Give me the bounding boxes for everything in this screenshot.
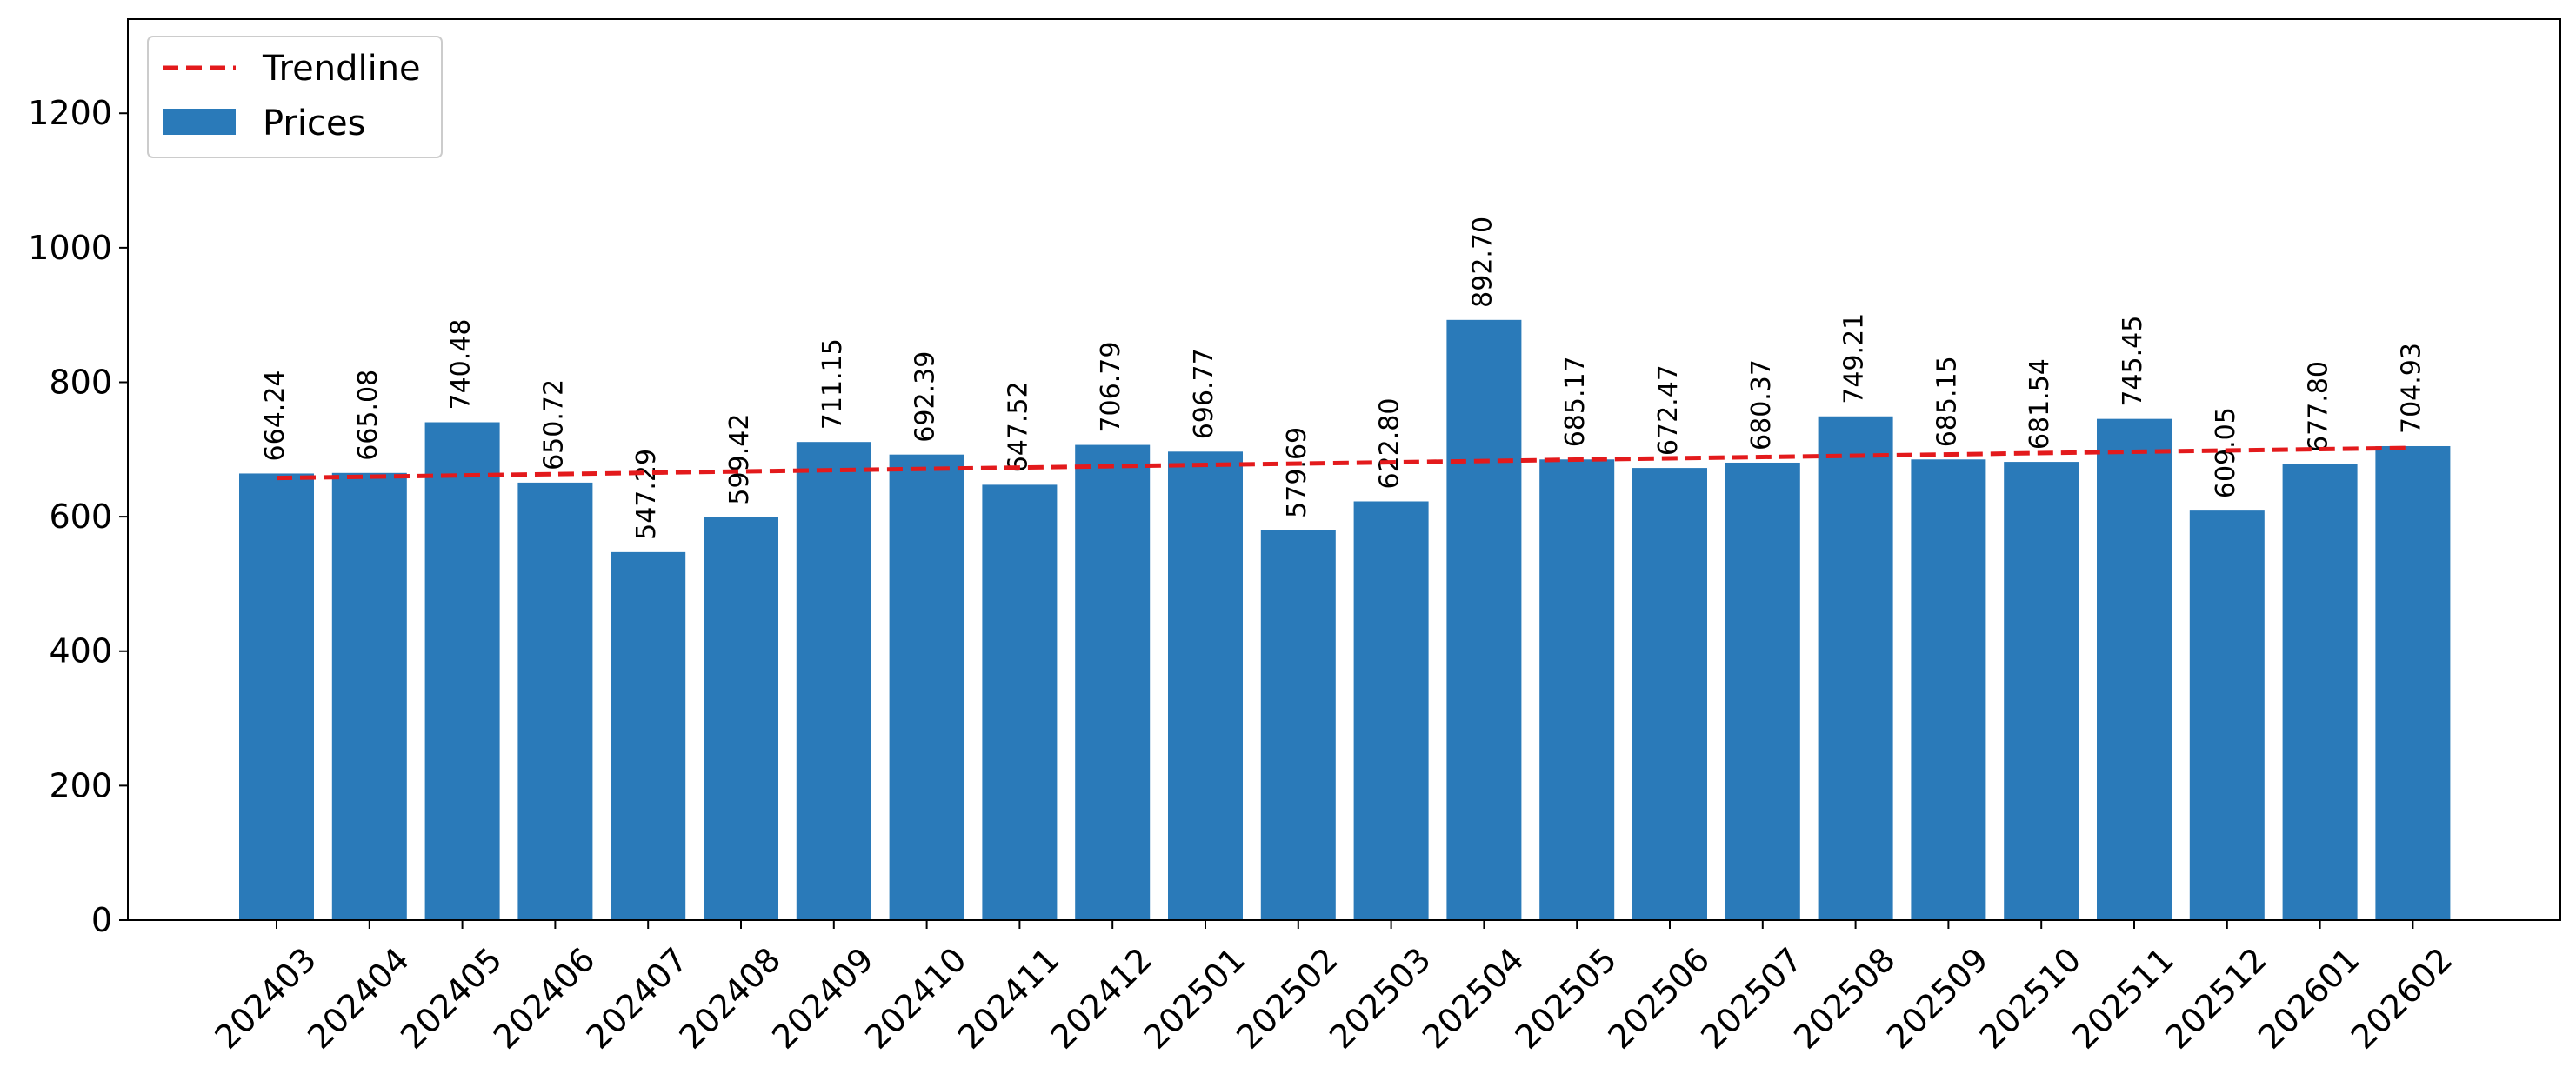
bar bbox=[2097, 418, 2172, 921]
y-tick-label: 600 bbox=[49, 497, 112, 536]
data-label: 579.69 bbox=[1282, 427, 1312, 518]
bar bbox=[982, 484, 1058, 920]
bar bbox=[1353, 501, 1429, 920]
x-tick-label: 202511 bbox=[2065, 940, 2181, 1057]
data-label: 672.47 bbox=[1653, 364, 1684, 456]
data-label: 647.52 bbox=[1003, 381, 1033, 472]
legend-prices-swatch bbox=[163, 109, 236, 135]
bar bbox=[2189, 510, 2265, 920]
bar bbox=[889, 454, 964, 920]
data-label: 692.39 bbox=[911, 351, 941, 443]
data-label: 706.79 bbox=[1096, 342, 1126, 433]
x-tick-label: 202602 bbox=[2344, 940, 2460, 1057]
bar bbox=[1725, 462, 1800, 920]
data-label: 892.70 bbox=[1467, 217, 1498, 308]
data-label: 665.08 bbox=[353, 370, 384, 461]
bar bbox=[2375, 445, 2451, 920]
bar bbox=[517, 482, 593, 920]
y-tick-label: 200 bbox=[49, 766, 112, 804]
x-tick-label: 202405 bbox=[393, 940, 510, 1057]
bar bbox=[704, 517, 778, 920]
data-label: 599.42 bbox=[724, 414, 755, 505]
data-label: 696.77 bbox=[1189, 348, 1219, 439]
y-tick-label: 0 bbox=[91, 901, 112, 939]
x-tick-label: 202504 bbox=[1415, 940, 1532, 1057]
plot-frame bbox=[127, 18, 2561, 921]
data-label: 681.54 bbox=[2025, 358, 2055, 450]
data-label: 680.37 bbox=[1746, 359, 1777, 450]
bar bbox=[1075, 444, 1151, 920]
bar bbox=[2004, 462, 2079, 920]
legend-trendline-label: Trendline bbox=[262, 49, 421, 89]
data-label: 749.21 bbox=[1839, 313, 1870, 404]
bar bbox=[796, 442, 871, 920]
x-tick-label: 202506 bbox=[1600, 940, 1717, 1057]
x-tick-label: 202601 bbox=[2251, 940, 2367, 1057]
bar bbox=[1818, 416, 1893, 921]
x-tick-label: 202502 bbox=[1229, 940, 1345, 1057]
x-tick-label: 202411 bbox=[951, 940, 1067, 1057]
bar bbox=[1911, 459, 1986, 920]
y-tick-label: 800 bbox=[49, 363, 112, 401]
bar bbox=[424, 422, 500, 920]
data-label: 622.80 bbox=[1375, 398, 1405, 490]
bar bbox=[1539, 459, 1615, 920]
bar bbox=[331, 472, 407, 920]
bar bbox=[1446, 319, 1522, 920]
x-tick-label: 202403 bbox=[207, 940, 324, 1057]
bar bbox=[611, 551, 686, 920]
data-label: 685.15 bbox=[1932, 356, 1962, 447]
bar bbox=[1260, 530, 1336, 920]
bar-series bbox=[239, 319, 2451, 921]
x-tick-label: 202406 bbox=[486, 940, 603, 1057]
data-label: 745.45 bbox=[2118, 316, 2148, 407]
data-label: 664.24 bbox=[260, 370, 290, 461]
x-tick-label: 202505 bbox=[1508, 940, 1625, 1057]
x-tick-label: 202407 bbox=[579, 940, 696, 1057]
y-tick-label: 1000 bbox=[28, 229, 112, 267]
bar bbox=[2282, 464, 2358, 920]
data-label: 650.72 bbox=[538, 379, 569, 470]
data-label: 547.29 bbox=[631, 449, 662, 540]
x-tick-label: 202507 bbox=[1693, 940, 1810, 1057]
trendline bbox=[276, 445, 2413, 481]
x-tick-label: 202509 bbox=[1879, 940, 1996, 1057]
x-tick-label: 202410 bbox=[858, 940, 974, 1057]
legend: Trendline Prices bbox=[147, 36, 443, 158]
trendline-layer bbox=[276, 445, 2413, 481]
y-tick-label: 1200 bbox=[28, 94, 112, 132]
data-label: 704.93 bbox=[2396, 343, 2426, 434]
x-tick-label: 202409 bbox=[764, 940, 881, 1057]
data-label: 677.80 bbox=[2304, 361, 2334, 452]
data-labels: 664.24 665.08 740.48 650.72 547.29 599.42 711.… bbox=[260, 217, 2426, 540]
legend-prices-label: Prices bbox=[263, 103, 365, 143]
bar bbox=[239, 473, 314, 920]
x-tick-label: 202404 bbox=[300, 940, 417, 1057]
x-tick-label: 202508 bbox=[1786, 940, 1903, 1057]
data-label: 711.15 bbox=[818, 338, 848, 430]
x-tick-label: 202412 bbox=[1044, 940, 1160, 1057]
y-tick-label: 400 bbox=[49, 632, 112, 671]
x-tick-label: 202510 bbox=[1972, 940, 2089, 1057]
x-tick-label: 202512 bbox=[2158, 940, 2274, 1057]
bar bbox=[1632, 468, 1707, 920]
data-label: 740.48 bbox=[446, 319, 477, 410]
x-tick-label: 202408 bbox=[671, 940, 788, 1057]
x-tick-label: 202501 bbox=[1136, 940, 1252, 1057]
x-tick-label: 202503 bbox=[1322, 940, 1438, 1057]
data-label: 685.17 bbox=[1560, 356, 1591, 447]
bar bbox=[1168, 451, 1243, 920]
